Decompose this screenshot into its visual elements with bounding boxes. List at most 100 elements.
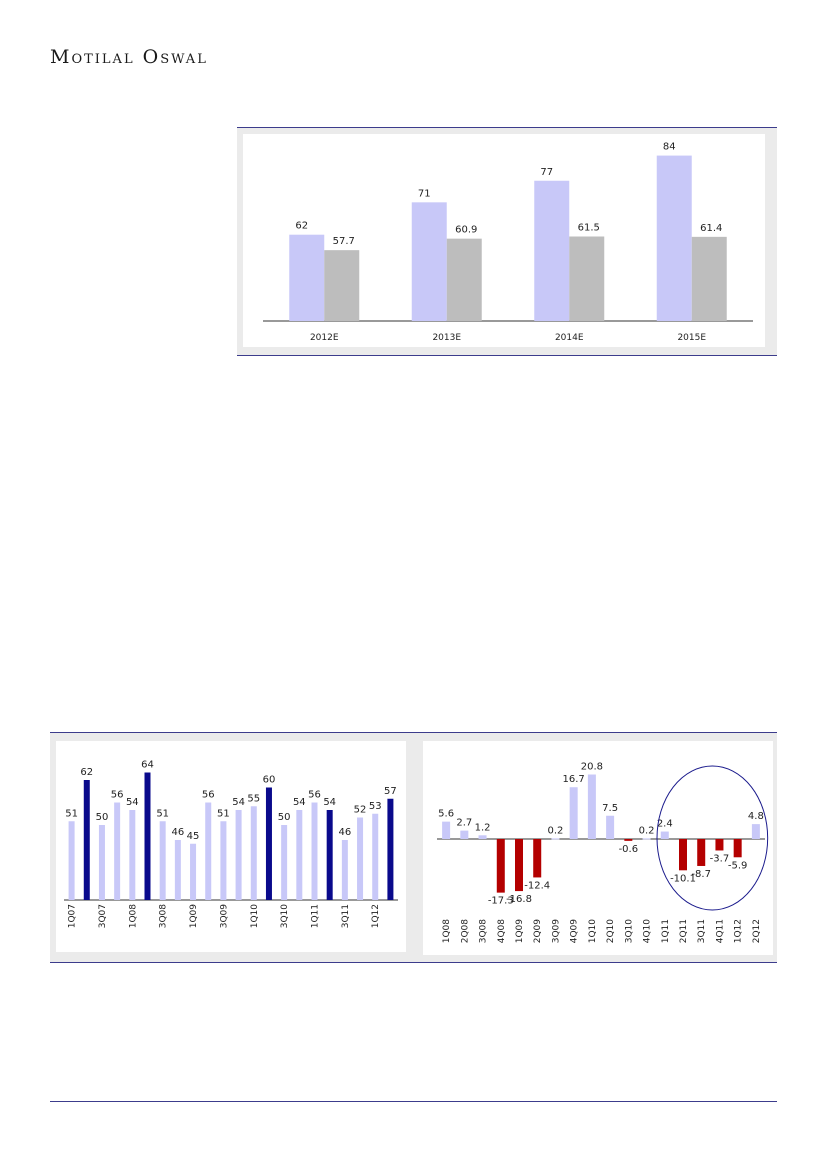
chart2-tick-label: 3Q11 <box>341 904 351 928</box>
chart3-tick-label: 3Q10 <box>624 919 634 944</box>
chart3-data-label: -3.7 <box>710 853 730 864</box>
chart2-bar <box>236 810 242 900</box>
chart1-data-label: 77 <box>540 167 553 178</box>
chart3-tick-label: 1Q08 <box>442 919 452 944</box>
chart2-tick-label: 3Q10 <box>280 904 290 929</box>
chart3-tick-label: 2Q11 <box>679 919 689 943</box>
chart2-data-label: 50 <box>278 812 291 823</box>
chart3-data-label: -12.4 <box>524 880 550 891</box>
chart3-data-label: -0.6 <box>619 844 639 855</box>
chart3-tick-label: 4Q09 <box>570 919 580 944</box>
chart2-data-label: 57 <box>384 786 397 797</box>
bottom-bottom-rule <box>50 962 777 963</box>
chart2-data-label: 53 <box>369 801 382 812</box>
chart3-bar <box>606 816 614 839</box>
chart2-data-label: 56 <box>111 790 124 801</box>
footer-rule <box>50 1101 777 1102</box>
chart1-data-label: 57.7 <box>333 236 355 247</box>
chart2-tick-label: 1Q12 <box>371 904 381 928</box>
chart1-bar <box>534 181 569 321</box>
chart2-data-label: 56 <box>202 790 215 801</box>
chart3-bar <box>734 839 742 857</box>
chart1-panel: 62 57.7 2012E 71 60.9 2013E 77 61.5 2014E 84 61.4 2… <box>237 128 777 355</box>
chart1-svg: 6257.72012E7160.92013E7761.52014E8461.42… <box>243 134 765 347</box>
chart3-tick-label: 2Q09 <box>533 919 543 944</box>
chart3-tick-label: 2Q08 <box>460 919 470 944</box>
chart1-data-label: 84 <box>663 142 676 153</box>
chart3-tick-label: 4Q08 <box>497 919 507 944</box>
chart2-tick-label: 3Q09 <box>219 904 229 929</box>
chart2-tick-label: 1Q09 <box>189 904 199 929</box>
brand-logo: Motilal Oswal <box>50 46 208 68</box>
chart2-data-label: 51 <box>156 808 169 819</box>
chart2-bar <box>114 803 120 901</box>
chart2-tick-label: 1Q11 <box>311 904 321 928</box>
chart3-svg: 5.61Q082.72Q081.23Q08-17.34Q08-16.81Q09-… <box>423 741 773 955</box>
chart3-bar <box>533 839 541 877</box>
chart1-data-label: 71 <box>418 188 431 199</box>
chart3-data-label: -16.8 <box>506 894 532 905</box>
chart2-bar <box>190 844 196 900</box>
chart2-data-label: 50 <box>96 812 109 823</box>
chart2-bar <box>296 810 302 900</box>
chart3-data-label: -8.7 <box>691 869 711 880</box>
chart3-bar <box>497 839 505 893</box>
chart2-data-label: 55 <box>247 793 260 804</box>
chart1-tick-label: 2012E <box>310 333 339 343</box>
chart1-bar <box>324 250 359 321</box>
chart2-data-label: 62 <box>80 767 93 778</box>
chart3-tick-label: 1Q11 <box>661 919 671 943</box>
chart2-bar <box>312 803 318 901</box>
chart2-data-label: 46 <box>171 827 184 838</box>
chart2-plot: 51 1Q07 62 50 3Q07 56 54 1Q08 64 51 3Q08 46 45 1Q09 56… <box>56 741 406 952</box>
chart1-tick-label: 2014E <box>555 333 584 343</box>
chart2-data-label: 54 <box>232 797 245 808</box>
chart3-bar <box>442 822 450 839</box>
chart1-bar <box>657 156 692 321</box>
chart3-data-label: 20.8 <box>581 762 603 773</box>
chart3-tick-label: 3Q11 <box>697 919 707 943</box>
chart1-data-label: 62 <box>295 221 308 232</box>
chart3-tick-label: 1Q12 <box>734 919 744 943</box>
chart3-data-label: -5.9 <box>728 860 748 871</box>
chart2-bar <box>387 799 393 900</box>
chart1-bar <box>447 239 482 321</box>
chart2-bar <box>327 810 333 900</box>
chart3-tick-label: 1Q09 <box>515 919 525 944</box>
chart3-data-label: 2.7 <box>456 818 472 829</box>
chart1-bottom-rule <box>237 355 777 356</box>
chart3-bar <box>715 839 723 850</box>
chart2-bar <box>129 810 135 900</box>
chart3-bar <box>588 775 596 839</box>
chart2-data-label: 54 <box>323 797 336 808</box>
chart2-tick-label: 1Q07 <box>68 904 78 928</box>
chart2-tick-label: 1Q10 <box>250 904 260 929</box>
chart3-bar <box>679 839 687 870</box>
chart2-bar <box>175 840 181 900</box>
chart2-data-label: 46 <box>338 827 351 838</box>
chart2-data-label: 52 <box>354 805 367 816</box>
chart2-data-label: 64 <box>141 760 154 771</box>
chart2-data-label: 56 <box>308 790 321 801</box>
bottom-panel: 51 1Q07 62 50 3Q07 56 54 1Q08 64 51 3Q08 46 45 1Q09 56… <box>50 733 777 962</box>
chart3-tick-label: 4Q11 <box>715 919 725 943</box>
chart1-tick-label: 2015E <box>677 333 706 343</box>
chart2-bar <box>205 803 211 901</box>
chart3-bar <box>479 835 487 839</box>
chart2-data-label: 45 <box>187 831 200 842</box>
chart3-data-label: 0.2 <box>639 825 655 836</box>
chart2-bar <box>357 818 363 901</box>
chart1-bar <box>692 237 727 321</box>
chart3-data-label: 7.5 <box>602 803 618 814</box>
chart3-bar <box>697 839 705 866</box>
chart3-tick-label: 3Q09 <box>551 919 561 944</box>
chart3-bar <box>551 838 559 839</box>
chart2-data-label: 51 <box>217 808 230 819</box>
chart2-tick-label: 3Q08 <box>159 904 169 929</box>
chart3-bar <box>515 839 523 891</box>
chart2-bar <box>145 773 151 901</box>
chart2-data-label: 54 <box>126 797 139 808</box>
chart3-annotation-circle <box>657 766 768 910</box>
chart2-svg: 511Q0762503Q0756541Q0864513Q0846 451Q0956… <box>56 741 406 952</box>
chart1-data-label: 60.9 <box>455 225 477 236</box>
